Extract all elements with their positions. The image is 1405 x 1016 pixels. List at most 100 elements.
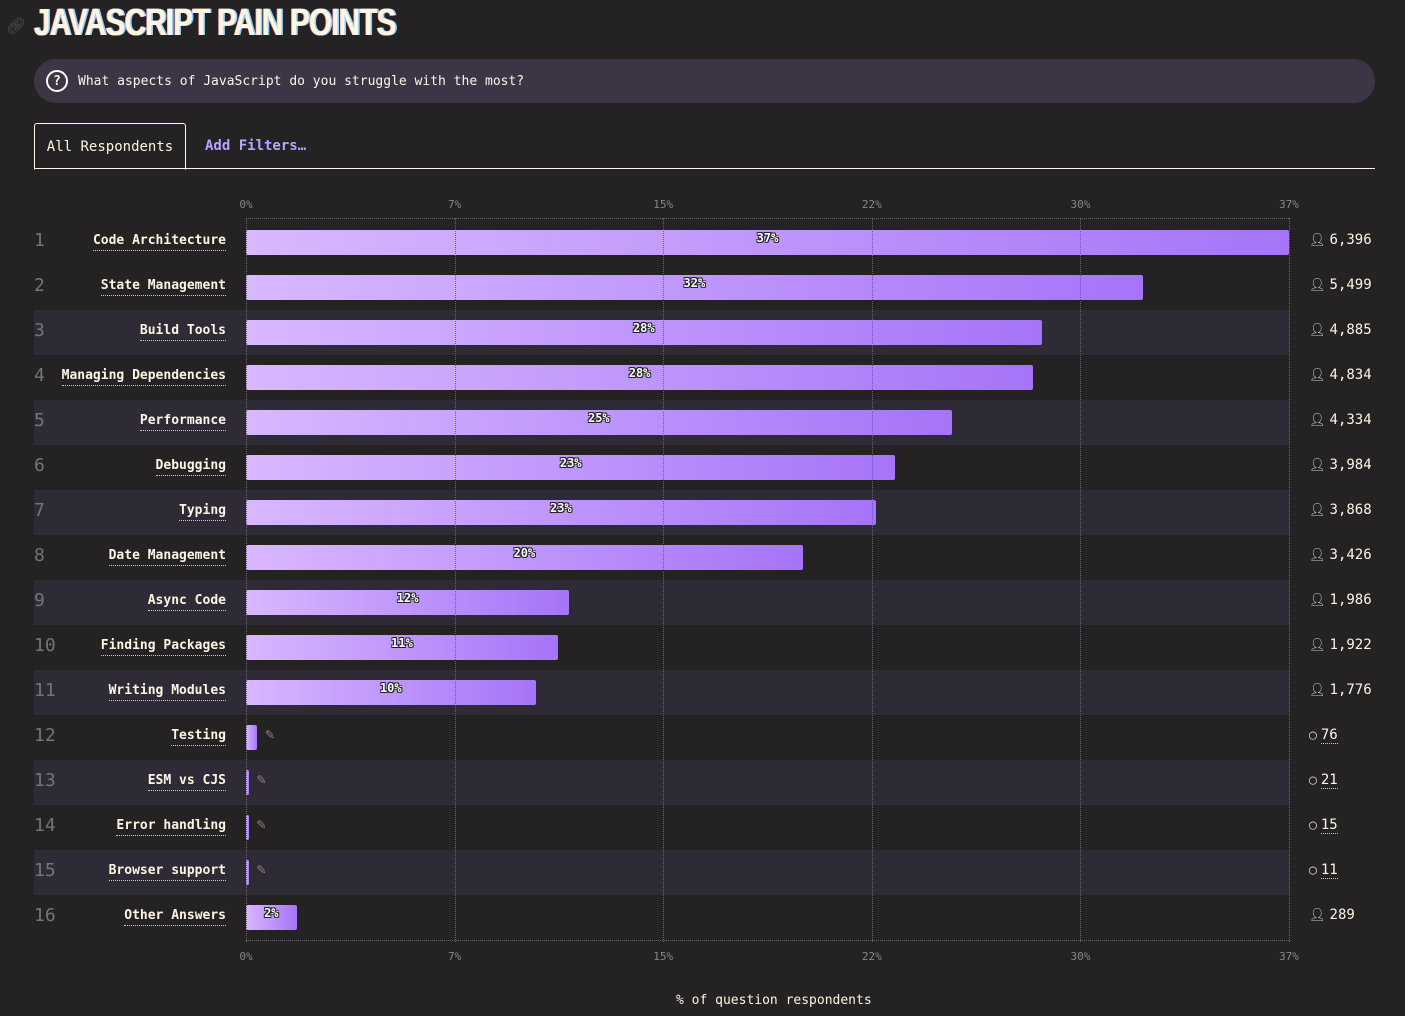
row-label[interactable]: Build Tools: [139, 323, 226, 341]
row-label[interactable]: Other Answers: [124, 908, 226, 926]
add-filters-button[interactable]: Add Filters…: [205, 138, 307, 154]
bar[interactable]: [246, 635, 559, 660]
x-tick-label-top: 15%: [653, 198, 674, 211]
respondent-count[interactable]: ◯ 11: [1309, 862, 1338, 879]
bar[interactable]: [246, 410, 952, 435]
bar[interactable]: [246, 590, 570, 615]
comment-icon: ◯: [1309, 818, 1317, 833]
x-tick-label-bottom: 30%: [1070, 950, 1091, 963]
bar[interactable]: [246, 500, 876, 525]
rank-number: 16: [34, 905, 56, 926]
row-label[interactable]: Browser support: [108, 863, 226, 881]
count-value: 1,986: [1329, 592, 1372, 608]
bar[interactable]: [246, 365, 1034, 390]
count-value: 21: [1320, 772, 1338, 789]
bar[interactable]: [246, 320, 1042, 345]
rank-number: 6: [34, 455, 45, 476]
gridline: [871, 218, 873, 942]
row-label[interactable]: ESM vs CJS: [147, 773, 226, 791]
count-value: 4,834: [1329, 367, 1372, 383]
rank-number: 13: [34, 770, 56, 791]
user-icon: 👤︎: [1309, 637, 1326, 653]
x-tick-label-top: 30%: [1070, 198, 1091, 211]
table-row: 11 Writing Modules 10%: [34, 670, 1290, 715]
gridline: [663, 218, 665, 942]
row-label[interactable]: Date Management: [108, 548, 226, 566]
question-banner: ? What aspects of JavaScript do you stru…: [34, 59, 1375, 103]
table-row: 13 ESM vs CJS ✎: [34, 760, 1290, 805]
row-label[interactable]: Typing: [179, 503, 226, 521]
row-label[interactable]: Managing Dependencies: [61, 368, 226, 386]
rank-number: 11: [34, 680, 56, 701]
gridline: [454, 218, 456, 942]
user-icon: 👤︎: [1309, 592, 1326, 608]
bar[interactable]: [246, 230, 1289, 255]
row-label[interactable]: Error handling: [116, 818, 226, 836]
bar-value-label: 20%: [513, 546, 536, 560]
row-label[interactable]: Testing: [171, 728, 226, 746]
link-icon[interactable]: 🔗︎: [6, 16, 27, 35]
rank-number: 2: [34, 275, 45, 296]
bar-value-label: 28%: [628, 366, 651, 380]
rank-number: 14: [34, 815, 56, 836]
count-value: 3,984: [1329, 457, 1372, 473]
respondent-count: 👤︎ 6,396: [1309, 232, 1372, 248]
row-label[interactable]: State Management: [100, 278, 226, 296]
pencil-icon[interactable]: ✎: [256, 815, 266, 833]
bar[interactable]: [246, 860, 249, 885]
comment-icon: ◯: [1309, 863, 1317, 878]
table-row: 4 Managing Dependencies 28%: [34, 355, 1290, 400]
axis-line: [246, 218, 1289, 219]
table-row: 16 Other Answers 2%: [34, 895, 1290, 940]
row-label[interactable]: Performance: [139, 413, 226, 431]
x-tick-label-top: 37%: [1279, 198, 1299, 211]
rank-number: 8: [34, 545, 45, 566]
row-label[interactable]: Debugging: [155, 458, 226, 476]
bar[interactable]: [246, 725, 258, 750]
count-value: 11: [1320, 862, 1338, 879]
row-label[interactable]: Code Architecture: [92, 233, 226, 251]
bar[interactable]: [246, 680, 536, 705]
bar[interactable]: [246, 770, 249, 795]
count-value: 5,499: [1329, 277, 1372, 293]
x-tick-label-bottom: 15%: [653, 950, 674, 963]
table-row: 14 Error handling ✎: [34, 805, 1290, 850]
gridline: [1289, 218, 1290, 942]
bar-value-label: 28%: [632, 321, 655, 335]
respondent-count: 👤︎ 1,986: [1309, 592, 1372, 608]
respondent-count[interactable]: ◯ 21: [1309, 772, 1338, 789]
respondent-count[interactable]: ◯ 76: [1309, 727, 1338, 744]
table-row: 1 Code Architecture 37%: [34, 220, 1290, 265]
user-icon: 👤︎: [1309, 232, 1326, 248]
respondent-count[interactable]: ◯ 15: [1309, 817, 1338, 834]
user-icon: 👤︎: [1309, 682, 1326, 698]
bar[interactable]: [246, 905, 297, 930]
pencil-icon[interactable]: ✎: [256, 860, 266, 878]
pencil-icon[interactable]: ✎: [256, 770, 266, 788]
tab-all-respondents[interactable]: All Respondents: [34, 123, 186, 170]
table-row: 15 Browser support ✎: [34, 850, 1290, 895]
x-tick-label-bottom: 37%: [1279, 950, 1299, 963]
row-label[interactable]: Async Code: [147, 593, 226, 611]
count-value: 76: [1320, 727, 1338, 744]
bar-value-label: 32%: [683, 276, 706, 290]
user-icon: 👤︎: [1309, 502, 1326, 518]
bar-value-label: 23%: [550, 501, 572, 515]
count-value: 1,922: [1329, 637, 1372, 653]
comment-icon: ◯: [1309, 773, 1317, 788]
row-label[interactable]: Writing Modules: [108, 683, 226, 701]
bar[interactable]: [246, 275, 1143, 300]
count-value: 1,776: [1329, 682, 1372, 698]
gridline: [246, 218, 247, 942]
row-label[interactable]: Finding Packages: [100, 638, 226, 656]
user-icon: 👤︎: [1309, 907, 1326, 923]
bar[interactable]: [246, 545, 803, 570]
user-icon: 👤︎: [1309, 277, 1326, 293]
respondent-count: 👤︎ 4,834: [1309, 367, 1372, 383]
pencil-icon[interactable]: ✎: [265, 725, 275, 743]
bar-value-label: 12%: [396, 591, 419, 605]
bar[interactable]: [246, 815, 249, 840]
user-icon: 👤︎: [1309, 412, 1326, 428]
bar[interactable]: [246, 455, 896, 480]
table-row: 8 Date Management 20%: [34, 535, 1290, 580]
